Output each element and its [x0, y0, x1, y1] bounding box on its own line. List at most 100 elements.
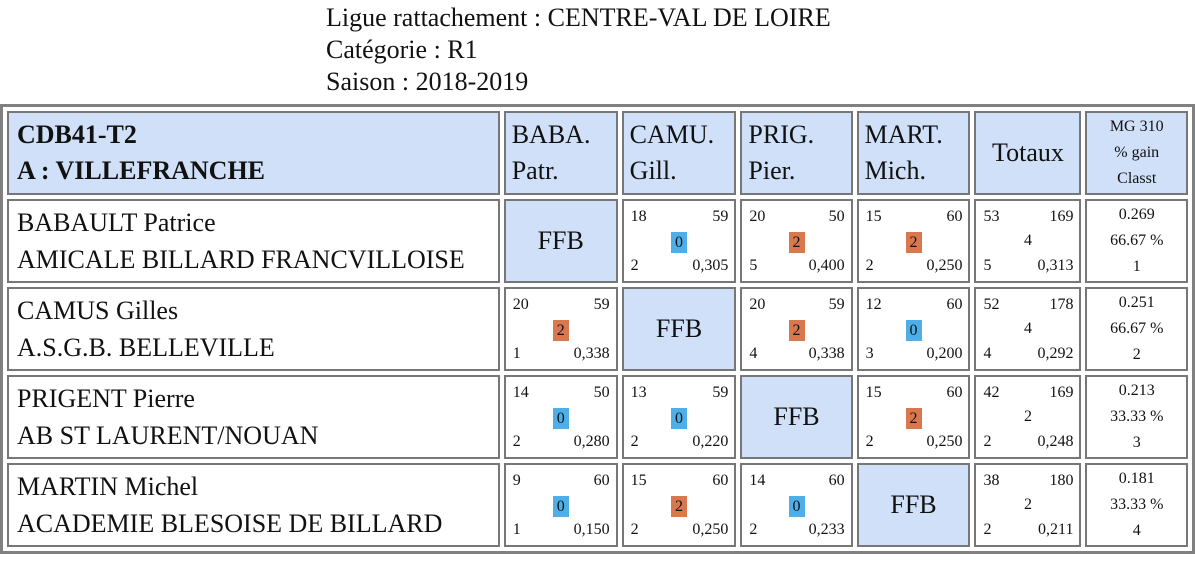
- match-average: 0,150: [573, 521, 610, 538]
- match-reprises: 60: [946, 296, 963, 313]
- match-average: 0,338: [808, 345, 845, 362]
- competition-header: Ligue rattachement : CENTRE-VAL DE LOIRE…: [326, 2, 831, 98]
- match-average: 0,233: [808, 521, 845, 538]
- match-best-series: 2: [749, 521, 758, 538]
- match-result-badge: 0: [788, 496, 805, 517]
- match-result-badge: 2: [671, 496, 688, 517]
- match-average: 0,220: [692, 433, 729, 450]
- match-points-scored: 9: [512, 472, 521, 489]
- match-result-badge: 0: [905, 320, 922, 341]
- total-best-series: 4: [983, 345, 992, 362]
- player-row: CAMUS Gilles A.S.G.B. BELLEVILLE 20 59 2 1 0,3…: [7, 287, 1188, 371]
- total-points: 42: [983, 384, 1000, 401]
- mg-cell: 0.251 66.67 % 2: [1085, 287, 1188, 371]
- total-points: 53: [983, 208, 1000, 225]
- match-best-series: 2: [630, 257, 639, 274]
- match-average: 0,305: [692, 257, 729, 274]
- match-result-badge: 2: [905, 232, 922, 253]
- match-result-badge: 2: [788, 232, 805, 253]
- match-points-scored: 15: [865, 208, 882, 225]
- total-points: 38: [983, 472, 1000, 489]
- total-best-series: 2: [983, 433, 992, 450]
- totals-cell: 53 169 4 5 0,313: [974, 199, 1082, 283]
- match-reprises: 60: [712, 472, 729, 489]
- match-average: 0,200: [926, 345, 963, 362]
- total-match-points: 2: [1023, 496, 1032, 513]
- match-result-badge: 0: [552, 496, 569, 517]
- match-points-scored: 18: [630, 208, 647, 225]
- total-match-points: 4: [1023, 232, 1032, 249]
- column-header-line2: Patr.: [511, 156, 559, 185]
- player-column-header: PRIG. Pier.: [740, 111, 853, 195]
- player-row: PRIGENT Pierre AB ST LAURENT/NOUAN 14 50 0 2 0…: [7, 375, 1188, 459]
- match-cell: 13 59 0 2 0,220: [621, 375, 737, 459]
- match-cell: 20 59 2 4 0,338: [740, 287, 853, 371]
- match-result-badge: 0: [671, 232, 688, 253]
- match-reprises: 59: [828, 296, 845, 313]
- match-cell: 14 50 0 2 0,280: [503, 375, 618, 459]
- totals-cell: 42 169 2 2 0,248: [974, 375, 1082, 459]
- ranking: 2: [1132, 346, 1141, 363]
- player-cell: MARTIN Michel ACADEMIE BLESOISE DE BILLAR…: [7, 463, 500, 547]
- total-reprises: 169: [1049, 384, 1074, 401]
- player-club: ACADEMIE BLESOISE DE BILLARD: [17, 509, 443, 538]
- player-name: MARTIN Michel: [17, 472, 199, 501]
- column-header-line2: Pier.: [748, 156, 796, 185]
- gain-percent: 66.67 %: [1110, 232, 1164, 249]
- match-points-scored: 12: [865, 296, 882, 313]
- match-average: 0,250: [926, 257, 963, 274]
- column-header-line2: Gill.: [629, 156, 677, 185]
- total-reprises: 178: [1049, 296, 1074, 313]
- match-points-scored: 14: [749, 472, 766, 489]
- match-cell: 15 60 2 2 0,250: [856, 375, 971, 459]
- ffb-cell: FFB: [856, 463, 971, 547]
- categorie-line: Catégorie : R1: [326, 35, 478, 64]
- total-average: 0,292: [1037, 345, 1074, 362]
- match-result-badge: 0: [671, 408, 688, 429]
- match-points-scored: 20: [512, 296, 529, 313]
- match-cell: 12 60 0 3 0,200: [856, 287, 971, 371]
- total-reprises: 180: [1049, 472, 1074, 489]
- player-name: CAMUS Gilles: [17, 296, 179, 325]
- total-average: 0,248: [1037, 433, 1074, 450]
- match-result-badge: 2: [905, 408, 922, 429]
- match-average: 0,250: [692, 521, 729, 538]
- total-reprises: 169: [1049, 208, 1074, 225]
- match-reprises: 60: [593, 472, 610, 489]
- mg-header-line1: MG 310: [1109, 118, 1164, 135]
- match-best-series: 2: [630, 433, 639, 450]
- match-reprises: 59: [712, 384, 729, 401]
- mg-cell: 0.269 66.67 % 1: [1085, 199, 1188, 283]
- match-best-series: 2: [512, 433, 521, 450]
- mg-header-line3: Classt: [1117, 170, 1157, 187]
- match-reprises: 59: [712, 208, 729, 225]
- match-cell: 15 60 2 2 0,250: [856, 199, 971, 283]
- match-reprises: 50: [828, 208, 845, 225]
- total-average: 0,313: [1037, 257, 1074, 274]
- results-table: CDB41-T2 A : VILLEFRANCHE BABA. Patr. CA…: [0, 104, 1195, 554]
- match-best-series: 1: [512, 345, 521, 362]
- match-cell: 15 60 2 2 0,250: [621, 463, 737, 547]
- match-reprises: 60: [946, 384, 963, 401]
- team-header-cell: CDB41-T2 A : VILLEFRANCHE: [7, 111, 500, 195]
- match-reprises: 60: [828, 472, 845, 489]
- match-result-badge: 2: [788, 320, 805, 341]
- match-cell: 18 59 0 2 0,305: [621, 199, 737, 283]
- mg-value: 0.269: [1118, 206, 1155, 223]
- mg-value: 0.181: [1118, 470, 1155, 487]
- mg-cell: 0.213 33.33 % 3: [1085, 375, 1188, 459]
- gain-percent: 33.33 %: [1110, 496, 1164, 513]
- match-cell: 20 50 2 5 0,400: [740, 199, 853, 283]
- match-points-scored: 15: [630, 472, 647, 489]
- player-column-header: CAMU. Gill.: [621, 111, 737, 195]
- match-best-series: 2: [630, 521, 639, 538]
- column-header-line1: BABA.: [511, 120, 591, 149]
- player-column-header: MART. Mich.: [856, 111, 971, 195]
- player-name: BABAULT Patrice: [17, 208, 216, 237]
- saison-line: Saison : 2018-2019: [326, 67, 529, 96]
- table-header-row: CDB41-T2 A : VILLEFRANCHE BABA. Patr. CA…: [7, 111, 1188, 195]
- total-match-points: 4: [1023, 320, 1032, 337]
- match-average: 0,400: [808, 257, 845, 274]
- total-best-series: 5: [983, 257, 992, 274]
- ranking: 4: [1132, 522, 1141, 539]
